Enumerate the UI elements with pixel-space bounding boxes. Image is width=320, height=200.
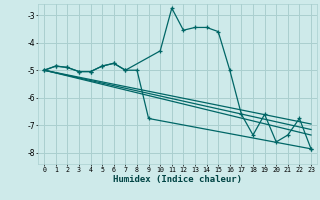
X-axis label: Humidex (Indice chaleur): Humidex (Indice chaleur) xyxy=(113,175,242,184)
